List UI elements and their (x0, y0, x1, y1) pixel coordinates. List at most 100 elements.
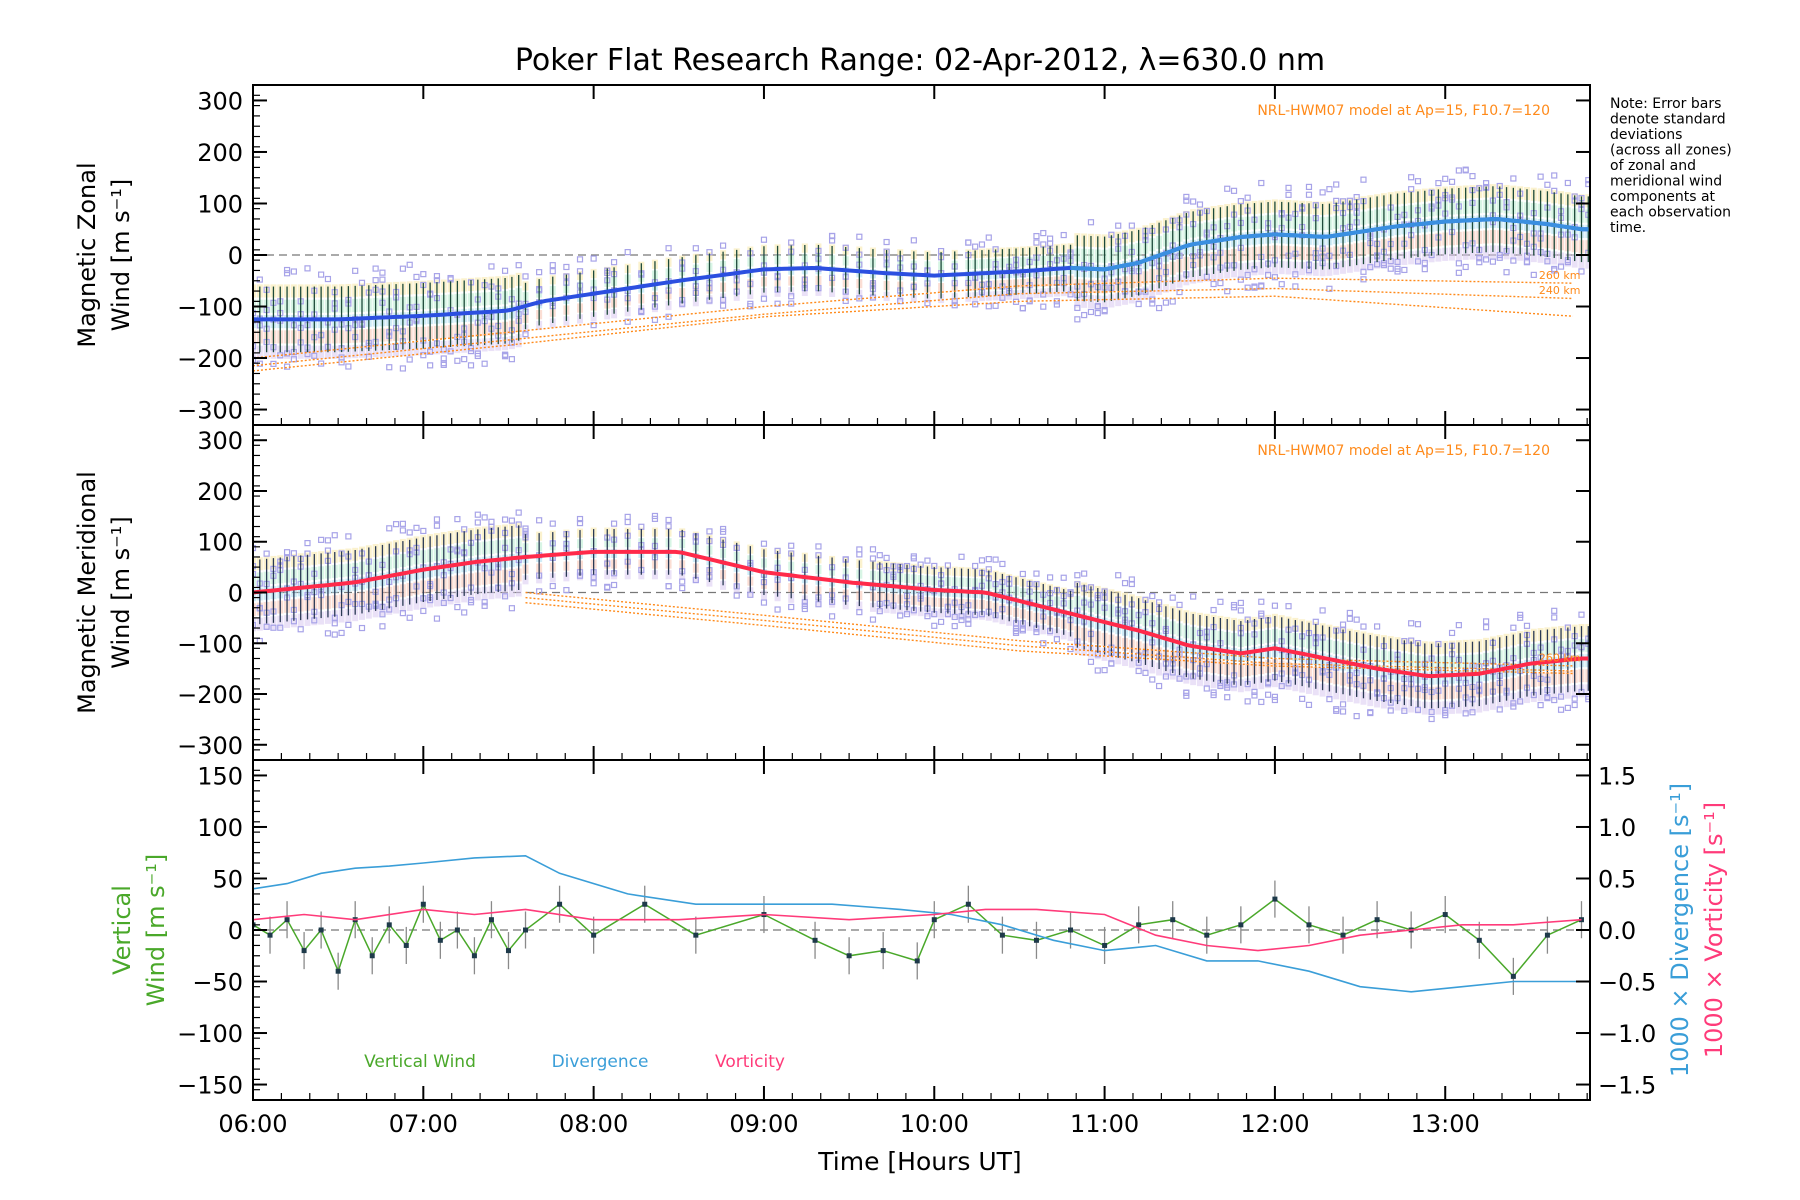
sample-point (1510, 175, 1517, 182)
sample-point (253, 356, 257, 363)
sample-point (651, 316, 659, 323)
vorticity-axis-label: 1000 × Vorticity [s⁻¹] (1700, 802, 1728, 1058)
sample-point (379, 623, 386, 630)
sample-point (1046, 574, 1054, 581)
sample-point (522, 331, 529, 338)
sample-point (474, 350, 481, 357)
sample-point (1305, 183, 1313, 191)
sample-point (1305, 191, 1313, 198)
sample-point (719, 242, 727, 249)
sample-point (345, 621, 352, 628)
x-tick-label: 09:00 (729, 1110, 798, 1138)
sample-point (1237, 198, 1244, 205)
vertical-wind-point (267, 932, 273, 938)
sample-point (1190, 593, 1197, 600)
sample-point (1326, 285, 1333, 292)
vertical-wind-point (931, 917, 937, 923)
sample-point (297, 626, 304, 633)
sample-point (1339, 701, 1347, 708)
sample-point (508, 517, 515, 524)
sample-point (1149, 300, 1156, 307)
plot-area (253, 509, 1590, 723)
sample-band (1183, 670, 1190, 684)
sample-band (253, 330, 256, 344)
sample-point (1578, 611, 1585, 618)
sample-point (290, 268, 297, 275)
sample-point (433, 615, 441, 622)
sample-point (1462, 710, 1469, 717)
sample-point (311, 352, 318, 359)
model-curve (253, 277, 1574, 359)
sample-point (679, 584, 686, 592)
sample-point (1149, 592, 1156, 600)
sample-point (1442, 175, 1449, 182)
sample-point (931, 622, 938, 629)
vertical-wind-point (914, 958, 920, 964)
sample-band (311, 612, 318, 626)
sample-point (392, 521, 400, 528)
sample-point (253, 571, 257, 578)
sample-point (474, 511, 481, 518)
sample-point (399, 265, 406, 272)
sample-point (1455, 260, 1462, 267)
sample-point (1217, 280, 1224, 287)
sample-point (331, 631, 338, 638)
note-line: Note: Error bars (1610, 96, 1721, 112)
vertical-wind-point (437, 937, 443, 943)
sample-point (876, 608, 883, 615)
y-axis-label-line1: Magnetic Zonal (73, 162, 101, 347)
vertical-wind-point (471, 953, 477, 959)
sample-band (611, 309, 618, 319)
note-line: denote standard (1610, 112, 1726, 128)
sample-point (318, 271, 325, 278)
y-tick-label: 0 (228, 917, 243, 945)
sample-point (467, 362, 475, 369)
sample-point (733, 592, 740, 599)
time-axis: 06:00 07:00 08:00 09:00 10:00 11:00 12:00 13:00 (218, 1110, 1479, 1138)
sample-point (1401, 266, 1408, 274)
vertical-wind-point (1102, 942, 1108, 948)
sample-point (1155, 304, 1163, 312)
sample-band (1387, 696, 1394, 710)
sample-point (1442, 712, 1449, 719)
sample-point (903, 611, 911, 618)
vertical-wind-series (253, 880, 1584, 995)
vertical-wind-point (965, 901, 971, 907)
x-tick-label: 08:00 (559, 1110, 628, 1138)
sample-band (897, 292, 904, 302)
sample-point (1462, 166, 1469, 173)
sample-point (501, 267, 509, 274)
sample-point (1210, 606, 1217, 614)
sample-point (1367, 709, 1374, 717)
legend-entry: Vertical Wind (364, 1052, 476, 1072)
sample-point (379, 276, 386, 283)
sample-point (1169, 298, 1176, 305)
sample-point (536, 269, 543, 276)
sample-point (515, 509, 522, 516)
vertical-wind-point (846, 953, 852, 959)
y-tick-label: 50 (212, 865, 243, 893)
sample-point (1346, 609, 1353, 617)
figure-title: Poker Flat Research Range: 02-Apr-2012, … (515, 43, 1325, 78)
y-tick-label: 0 (228, 580, 243, 608)
sample-point (1564, 179, 1571, 187)
y-tick-label: −100 (177, 630, 243, 658)
sample-point (304, 265, 311, 272)
sample-point (1455, 167, 1462, 174)
model-curve-label: 260 km (1539, 269, 1581, 282)
sample-point (1176, 601, 1183, 609)
sample-band (1489, 696, 1496, 710)
sample-point (1401, 707, 1408, 714)
sample-point (1408, 186, 1415, 193)
sample-point (1196, 201, 1204, 208)
sample-point (1101, 667, 1108, 674)
sample-point (1326, 186, 1333, 193)
sample-point (1394, 258, 1401, 265)
sample-point (985, 556, 992, 563)
sample-point (1081, 570, 1088, 577)
sample-point (1074, 304, 1081, 312)
sample-point (413, 273, 420, 281)
sample-point (488, 263, 495, 270)
sample-point (1074, 316, 1081, 323)
